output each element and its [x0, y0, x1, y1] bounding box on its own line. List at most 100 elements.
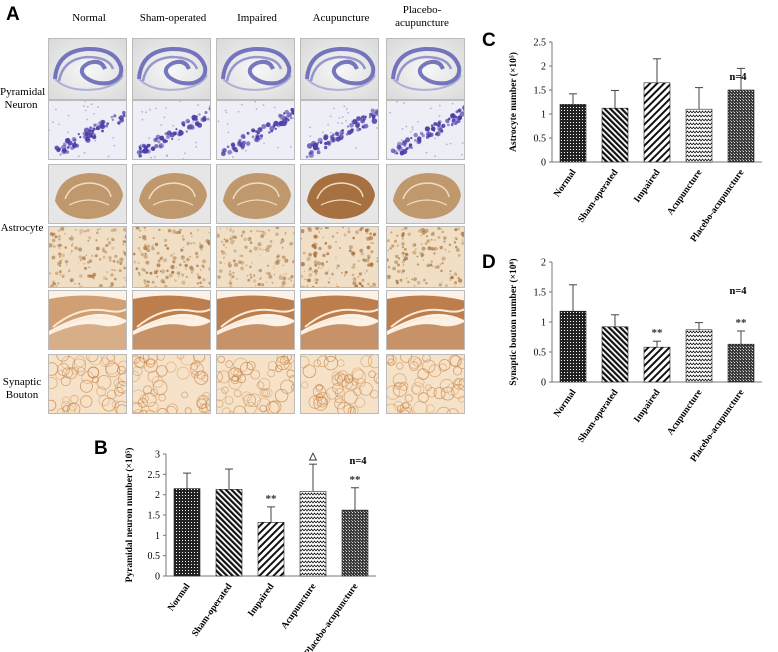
micrograph-gfap-low-0: [48, 164, 127, 224]
significance-2: **: [652, 327, 664, 339]
micrograph-nissl-high-4: [386, 100, 465, 160]
y-axis-label: Pyramidal neuron number (×10⁵): [124, 448, 135, 583]
bar-2: [643, 82, 671, 163]
column-header-acupuncture: Acupuncture: [312, 12, 370, 24]
column-header-normal: Normal: [72, 12, 106, 24]
y-tick-label: 1: [155, 531, 160, 542]
micrograph-syn-high-4: [386, 354, 465, 414]
chart-panel-c: 0 0.5 1 1.5 2 2.5 Astrocyte number (×10⁵) Norma…: [508, 38, 762, 244]
bar-0: [559, 310, 587, 383]
row-label-synaptic-bouton: Synaptic Bouton: [2, 376, 42, 401]
n-annotation: n=4: [729, 286, 747, 297]
micrograph-syn-low-3: [300, 290, 379, 350]
micrograph-gfap-high-4: [386, 226, 465, 288]
column-header-impaired: Impaired: [237, 12, 277, 24]
panel-c-letter: C: [482, 30, 496, 51]
y-tick-label: 0.5: [534, 348, 547, 359]
y-tick-label: 0: [155, 572, 160, 583]
column-header-sham: Sham-operated: [139, 12, 207, 24]
micrograph-syn-high-0: [48, 354, 127, 414]
category-label-1: Sham-operated: [191, 581, 235, 638]
n-annotation: n=4: [349, 456, 367, 467]
micrograph-gfap-low-1: [132, 164, 211, 224]
micrograph-syn-high-3: [300, 354, 379, 414]
category-label-0: Normal: [552, 388, 578, 420]
category-label-0: Normal: [552, 168, 578, 200]
chart-panel-b: 0 0.5 1 1.5 2 2.5 3 Pyramidal neuron number (×1…: [124, 448, 376, 652]
micrograph-nissl-low-0: [48, 38, 127, 100]
category-label-0: Normal: [166, 582, 192, 614]
micrograph-syn-high-2: [216, 354, 295, 414]
category-label-3: Acupuncture: [666, 388, 705, 437]
panel-b-letter: B: [94, 438, 108, 459]
y-axis-label: Astrocyte number (×10⁵): [508, 52, 519, 152]
micrograph-gfap-high-3: [300, 226, 379, 288]
y-tick-label: 3: [155, 450, 160, 461]
bar-4: [341, 509, 369, 577]
y-tick-label: 2.5: [534, 38, 547, 49]
micrograph-nissl-low-4: [386, 38, 465, 100]
micrograph-gfap-low-3: [300, 164, 379, 224]
bar-1: [601, 107, 629, 163]
bar-2: [257, 522, 285, 577]
panel-a-letter: A: [6, 4, 20, 25]
bar-2: [643, 346, 671, 383]
significance-4: **: [736, 317, 748, 329]
category-label-1: Sham-operated: [577, 387, 621, 444]
micrograph-gfap-high-1: [132, 226, 211, 288]
y-tick-label: 2: [541, 258, 546, 269]
y-tick-label: 1.5: [534, 86, 547, 97]
micrograph-syn-low-1: [132, 290, 211, 350]
n-annotation: n=4: [729, 72, 747, 83]
y-tick-label: 0.5: [148, 551, 161, 562]
panel-d-letter: D: [482, 252, 496, 273]
bar-4: [727, 89, 755, 163]
micrograph-nissl-low-2: [216, 38, 295, 100]
y-tick-label: 0.5: [534, 134, 547, 145]
bar-3: [685, 108, 713, 163]
row-label-pyramidal-neuron: Pyramidal Neuron: [0, 86, 46, 111]
y-tick-label: 1: [541, 110, 546, 121]
y-tick-label: 0: [541, 158, 546, 169]
category-label-2: Impaired: [633, 167, 663, 204]
bar-1: [601, 326, 629, 383]
category-label-3: Acupuncture: [666, 168, 705, 217]
category-label-2: Impaired: [633, 387, 663, 424]
bar-0: [559, 104, 587, 163]
y-axis-label: Synaptic bouton number (×10⁸): [508, 258, 519, 385]
category-label-1: Sham-operated: [577, 167, 621, 224]
column-header-placebo: Placebo-acupuncture: [395, 4, 449, 29]
chart-panel-d: 0 0.5 1 1.5 2 Synaptic bouton number (×10⁸) No…: [508, 258, 762, 464]
micrograph-nissl-high-2: [216, 100, 295, 160]
micrograph-nissl-high-3: [300, 100, 379, 160]
bar-1: [215, 489, 243, 577]
y-tick-label: 2: [541, 62, 546, 73]
y-tick-label: 1.5: [534, 288, 547, 299]
bar-3: [685, 329, 713, 383]
micrograph-gfap-high-0: [48, 226, 127, 288]
y-tick-label: 1: [541, 318, 546, 329]
category-label-2: Impaired: [247, 581, 277, 618]
micrograph-syn-low-0: [48, 290, 127, 350]
micrograph-nissl-low-1: [132, 38, 211, 100]
micrograph-nissl-high-1: [132, 100, 211, 160]
micrograph-nissl-high-0: [48, 100, 127, 160]
significance-2: **: [266, 493, 278, 505]
bar-0: [173, 488, 201, 577]
micrograph-syn-high-1: [132, 354, 211, 414]
y-tick-label: 2.5: [148, 470, 161, 481]
significance-4: **: [350, 474, 362, 486]
micrograph-syn-low-2: [216, 290, 295, 350]
y-tick-label: 2: [155, 490, 160, 501]
micrograph-nissl-low-3: [300, 38, 379, 100]
category-label-3: Acupuncture: [280, 582, 319, 631]
micrograph-gfap-high-2: [216, 226, 295, 288]
micrograph-gfap-low-4: [386, 164, 465, 224]
row-label-astrocyte: Astrocyte: [0, 222, 44, 234]
micrograph-gfap-low-2: [216, 164, 295, 224]
bar-3: [299, 491, 327, 577]
y-tick-label: 0: [541, 378, 546, 389]
significance-3: △: [308, 451, 317, 462]
y-tick-label: 1.5: [148, 511, 161, 522]
bar-4: [727, 343, 755, 383]
